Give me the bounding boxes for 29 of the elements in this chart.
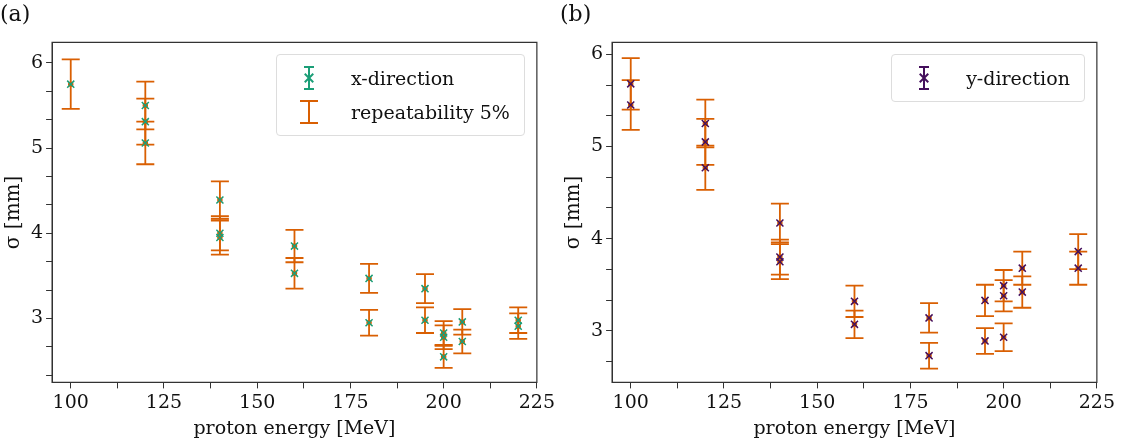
x-tick-label: 150: [239, 389, 276, 412]
x-tick-label: 125: [705, 389, 743, 412]
y-tick-label: 5: [30, 135, 44, 157]
x-tick-label: 225: [1078, 389, 1115, 412]
x-tick-label: 225: [518, 389, 555, 412]
legend-label: repeatability 5%: [350, 101, 510, 124]
y-tick-label: 3: [590, 317, 604, 340]
chart-title: (b): [560, 0, 592, 26]
x-tick-label: 200: [425, 389, 462, 412]
y-tick-label: 6: [30, 49, 44, 72]
x-tick-label: 100: [612, 389, 649, 412]
y-tick-label: 5: [590, 133, 604, 156]
x-axis-title: proton energy [MeV]: [193, 415, 396, 438]
y-tick-label: 4: [590, 225, 604, 248]
x-tick-label: 100: [52, 389, 89, 412]
x-tick-label: 150: [799, 389, 836, 412]
y-tick-label: 4: [30, 220, 44, 243]
x-tick-label: 200: [985, 389, 1022, 412]
y-tick-label: 3: [30, 305, 44, 328]
y-tick-label: 6: [590, 41, 604, 64]
x-tick-label: 175: [332, 389, 369, 412]
chart-title: (a): [0, 0, 31, 26]
x-axis-title: proton energy [MeV]: [753, 415, 956, 438]
y-axis-title: σ [mm]: [0, 175, 25, 250]
x-tick-label: 175: [892, 389, 929, 412]
y-axis-title: σ [mm]: [560, 175, 585, 250]
legend-label: x-direction: [350, 67, 455, 90]
x-tick-label: 125: [145, 389, 183, 412]
legend-label: y-direction: [966, 67, 1070, 90]
